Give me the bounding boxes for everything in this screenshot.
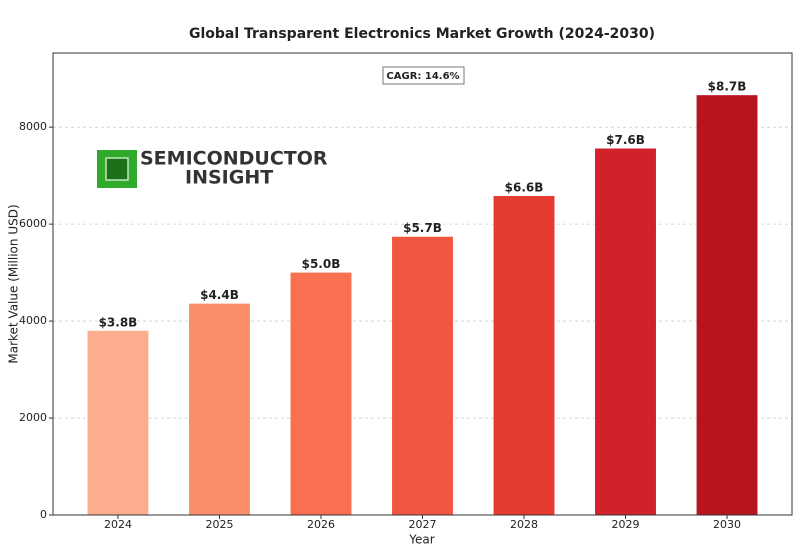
bar [189, 303, 250, 515]
annotation: CAGR: 14.6% [386, 71, 459, 82]
y-tick-label: 2000 [19, 411, 47, 424]
chart-title: Global Transparent Electronics Market Gr… [189, 26, 655, 42]
value-label: $5.7B [403, 221, 442, 235]
x-tick-label: 2027 [409, 518, 437, 531]
y-tick-label: 0 [40, 508, 47, 521]
bar [493, 196, 555, 515]
value-label: $3.8B [99, 315, 138, 329]
value-label: $8.7B [708, 80, 747, 94]
x-tick-label: 2029 [612, 518, 640, 531]
x-tick-label: 2025 [205, 518, 233, 531]
y-tick-label: 4000 [19, 314, 47, 327]
value-label: $7.6B [606, 133, 645, 147]
x-tick-label: 2028 [510, 518, 538, 531]
x-tick-label: 2024 [104, 518, 132, 531]
bar [87, 330, 149, 515]
y-tick-label: 8000 [19, 120, 47, 133]
bar [595, 148, 656, 515]
logo-text: INSIGHT [185, 167, 273, 189]
y-tick-label: 6000 [19, 217, 47, 230]
bar [290, 272, 352, 515]
logo-chip [105, 157, 129, 181]
logo-text: SEMICONDUCTOR [140, 148, 328, 170]
y-axis-title: Market Value (Million USD) [7, 204, 21, 363]
x-axis-title: Year [408, 533, 434, 547]
value-label: $5.0B [302, 257, 341, 271]
logo: SEMICONDUCTOR INSIGHT [97, 148, 328, 189]
x-tick-label: 2026 [307, 518, 335, 531]
value-label: $6.6B [505, 181, 544, 195]
annotation-box [382, 66, 465, 85]
bar [392, 236, 453, 516]
x-tick-label: 2030 [713, 518, 741, 531]
bar [696, 95, 758, 516]
value-label: $4.4B [200, 288, 239, 302]
